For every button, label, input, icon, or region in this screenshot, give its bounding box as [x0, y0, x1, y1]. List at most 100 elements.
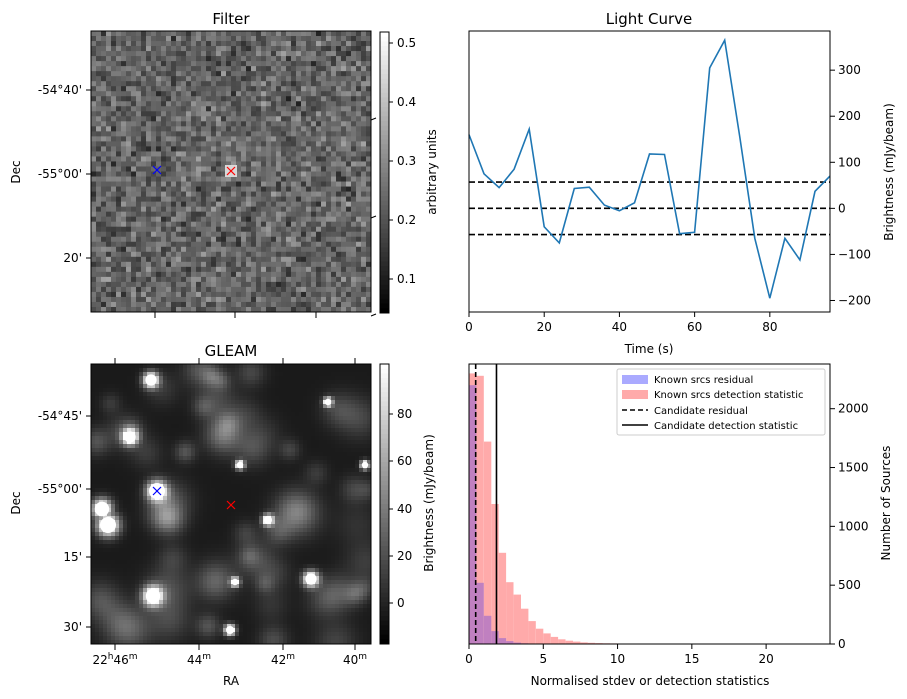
gleam-pixel — [131, 452, 136, 457]
filter-pixel — [96, 111, 102, 117]
filter-pixel — [251, 126, 257, 132]
gleam-pixel — [227, 444, 232, 449]
gleam-pixel — [355, 452, 360, 457]
gleam-pixel — [171, 436, 176, 441]
filter-pixel — [256, 131, 262, 137]
filter-pixel — [366, 31, 372, 37]
filter-colorbar-segment — [380, 191, 389, 197]
filter-pixel — [216, 176, 222, 182]
filter-pixel — [251, 196, 257, 203]
filter-pixel — [106, 226, 112, 233]
filter-colorbar-segment — [380, 298, 389, 305]
filter-pixel — [121, 31, 127, 37]
filter-pixel — [246, 221, 252, 228]
filter-pixel — [146, 61, 152, 67]
filter-pixel — [291, 101, 297, 107]
filter-pixel — [141, 291, 147, 298]
gleam-pixel — [155, 400, 160, 405]
filter-pixel — [351, 91, 357, 97]
filter-pixel — [151, 291, 157, 298]
gleam-pixel — [279, 368, 284, 373]
filter-pixel — [171, 281, 177, 288]
filter-pixel — [186, 61, 192, 67]
gleam-pixel — [347, 424, 352, 429]
filter-pixel — [241, 76, 247, 82]
filter-pixel — [286, 146, 292, 152]
gleam-pixel — [131, 376, 136, 381]
gleam-pixel — [167, 384, 172, 389]
filter-pixel — [91, 231, 97, 238]
gleam-pixel — [91, 384, 96, 389]
gleam-pixel — [303, 456, 308, 461]
filter-pixel — [151, 86, 157, 92]
filter-pixel — [121, 41, 127, 47]
gleam-pixel — [323, 384, 328, 389]
filter-pixel — [281, 81, 287, 87]
gleam-pixel — [251, 408, 256, 413]
filter-pixel — [191, 261, 197, 268]
filter-pixel — [296, 251, 302, 258]
filter-pixel — [341, 121, 347, 127]
filter-pixel — [181, 226, 187, 233]
filter-pixel — [101, 111, 107, 117]
gleam-pixel — [239, 412, 244, 417]
filter-pixel — [206, 91, 212, 97]
gleam-pixel — [95, 380, 100, 385]
filter-pixel — [276, 231, 282, 238]
filter-pixel — [191, 96, 197, 102]
filter-pixel — [101, 51, 107, 57]
filter-pixel — [201, 86, 207, 92]
gleam-pixel — [107, 400, 112, 405]
filter-colorbar-segment — [380, 186, 389, 192]
filter-pixel — [196, 166, 202, 172]
filter-pixel — [296, 106, 302, 112]
filter-pixel — [206, 246, 212, 253]
gleam-pixel — [239, 396, 244, 401]
filter-pixel — [336, 126, 342, 132]
gleam-pixel — [159, 380, 164, 385]
gleam-pixel — [255, 380, 260, 385]
filter-pixel — [246, 256, 252, 263]
filter-pixel — [331, 196, 337, 203]
filter-pixel — [226, 236, 232, 243]
gleam-pixel — [355, 396, 360, 401]
filter-pixel — [341, 101, 347, 107]
gleam-pixel — [307, 432, 312, 437]
filter-pixel — [236, 161, 242, 167]
filter-pixel — [191, 51, 197, 57]
filter-pixel — [136, 136, 142, 142]
filter-pixel — [131, 156, 137, 162]
filter-pixel — [331, 241, 337, 248]
filter-pixel — [116, 141, 122, 147]
gleam-pixel — [247, 412, 252, 417]
filter-pixel — [256, 156, 262, 162]
filter-pixel — [196, 51, 202, 57]
gleam-pixel — [335, 424, 340, 429]
filter-pixel — [276, 296, 282, 303]
filter-pixel — [246, 161, 252, 167]
filter-pixel — [341, 206, 347, 213]
filter-pixel — [246, 176, 252, 182]
gleam-panel: GLEAM -54°45'-55°00'15'30'22h46m 44m 42m 40… — [9, 342, 436, 688]
filter-pixel — [351, 61, 357, 67]
gleam-pixel — [195, 408, 200, 413]
gleam-pixel — [299, 436, 304, 441]
filter-pixel — [126, 31, 132, 37]
filter-pixel — [141, 116, 147, 122]
gleam-pixel — [287, 392, 292, 397]
filter-pixel — [296, 221, 302, 228]
gleam-pixel — [215, 420, 220, 425]
gleam-pixel — [327, 440, 332, 445]
filter-pixel — [296, 171, 302, 177]
gleam-pixel — [271, 428, 276, 433]
gleam-pixel — [219, 404, 224, 409]
gleam-pixel — [183, 416, 188, 421]
filter-pixel — [131, 61, 137, 67]
gleam-pixel — [155, 384, 160, 389]
gleam-pixel — [91, 392, 96, 397]
gleam-pixel — [331, 420, 336, 425]
gleam-pixel — [227, 400, 232, 405]
gleam-pixel — [271, 416, 276, 421]
filter-pixel — [176, 41, 182, 47]
filter-pixel — [181, 36, 187, 42]
